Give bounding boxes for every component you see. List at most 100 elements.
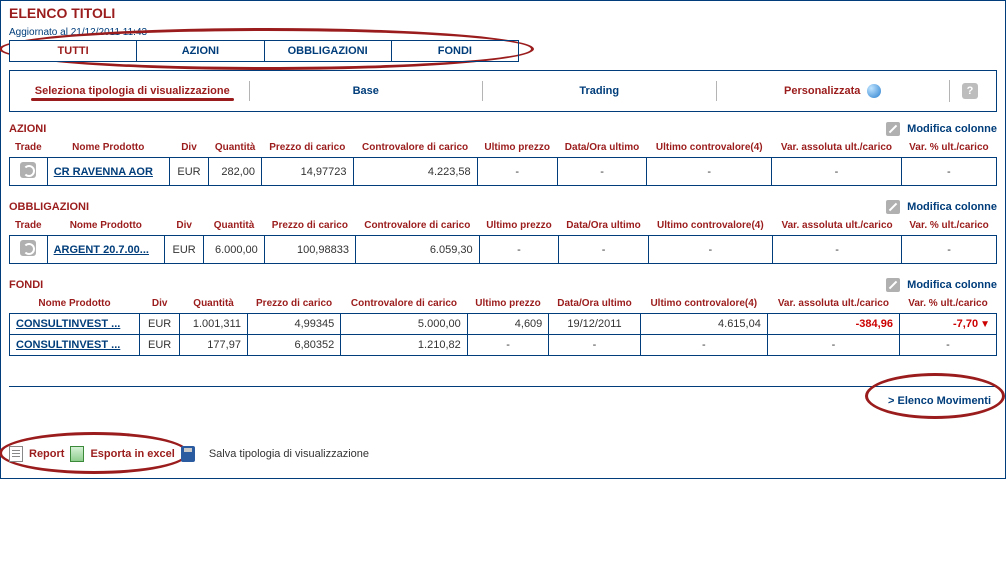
col-qta: Quantità — [209, 138, 262, 158]
cell-vabs: - — [772, 158, 902, 186]
pencil-icon — [886, 200, 900, 214]
view-type-bar: Seleziona tipologia di visualizzazione B… — [9, 70, 997, 112]
cell-cvcarico: 1.210,82 — [341, 335, 468, 356]
footer: > Elenco Movimenti Report Esporta in exc… — [9, 386, 997, 466]
col-vabs: Var. assoluta ult./carico — [772, 216, 901, 236]
col-vabs: Var. assoluta ult./carico — [772, 138, 902, 158]
modify-columns-azioni[interactable]: Modifica colonne — [886, 122, 997, 136]
cell-cvcarico: 4.223,58 — [353, 158, 477, 186]
col-ucv: Ultimo controvalore(4) — [647, 138, 772, 158]
elenco-movimenti-link[interactable]: > Elenco Movimenti — [888, 395, 991, 407]
modify-columns-label: Modifica colonne — [907, 123, 997, 135]
col-vpct: Var. % ult./carico — [902, 216, 997, 236]
cell-pcarico: 100,98833 — [264, 236, 355, 264]
section-title-fondi: FONDI — [9, 279, 43, 291]
col-dataora: Data/Ora ultimo — [549, 294, 640, 314]
cell-vabs: - — [772, 236, 901, 264]
product-link[interactable]: CONSULTINVEST ... — [10, 314, 140, 335]
modify-columns-obbligazioni[interactable]: Modifica colonne — [886, 200, 997, 214]
col-uprezzo: Ultimo prezzo — [477, 138, 557, 158]
cell-cvcarico: 6.059,30 — [355, 236, 479, 264]
cell-ucv: - — [640, 335, 767, 356]
section-title-obbligazioni: OBBLIGAZIONI — [9, 201, 89, 213]
cell-vpct: - — [899, 335, 996, 356]
product-link[interactable]: CONSULTINVEST ... — [10, 335, 140, 356]
col-cvcarico: Controvalore di carico — [355, 216, 479, 236]
cell-uprezzo: - — [467, 335, 549, 356]
excel-icon — [70, 446, 84, 462]
cell-dataora: - — [559, 236, 648, 264]
view-select-text: Seleziona tipologia di visualizzazione — [35, 85, 230, 97]
view-help[interactable]: ? — [950, 79, 990, 103]
table-row: CONSULTINVEST ... EUR 177,97 6,80352 1.2… — [10, 335, 997, 356]
col-pcarico: Prezzo di carico — [247, 294, 340, 314]
cell-uprezzo: - — [477, 158, 557, 186]
col-div: Div — [169, 138, 208, 158]
cell-ucv: - — [647, 158, 772, 186]
view-custom[interactable]: Personalizzata — [717, 80, 951, 102]
document-icon — [9, 446, 23, 462]
table-fondi: Nome Prodotto Div Quantità Prezzo di car… — [9, 294, 997, 356]
cell-div: EUR — [140, 314, 180, 335]
cell-ucv: - — [648, 236, 772, 264]
tab-azioni[interactable]: AZIONI — [137, 41, 264, 61]
cell-vabs: - — [767, 335, 899, 356]
table-obbligazioni: Trade Nome Prodotto Div Quantità Prezzo … — [9, 216, 997, 264]
col-dataora: Data/Ora ultimo — [557, 138, 647, 158]
col-ucv: Ultimo controvalore(4) — [640, 294, 767, 314]
cell-div: EUR — [165, 236, 204, 264]
view-trading[interactable]: Trading — [483, 81, 717, 101]
pencil-icon — [886, 122, 900, 136]
modify-columns-label: Modifica colonne — [907, 279, 997, 291]
export-excel-link[interactable]: Esporta in excel — [90, 448, 174, 460]
trade-cell[interactable] — [10, 236, 48, 264]
table-azioni: Trade Nome Prodotto Div Quantità Prezzo … — [9, 138, 997, 186]
table-row: ARGENT 20.7.00... EUR 6.000,00 100,98833… — [10, 236, 997, 264]
cell-vpct: - — [902, 236, 997, 264]
cell-uprezzo: - — [479, 236, 559, 264]
cell-dataora: 19/12/2011 — [549, 314, 640, 335]
cell-qta: 282,00 — [209, 158, 262, 186]
cell-vabs: -384,96 — [767, 314, 899, 335]
col-qta: Quantità — [180, 294, 248, 314]
col-cvcarico: Controvalore di carico — [353, 138, 477, 158]
timestamp: Aggiornato al 21/12/2011 11:43 — [9, 27, 997, 38]
tab-tutti[interactable]: TUTTI — [10, 41, 137, 61]
trade-icon — [20, 162, 36, 178]
modify-columns-label: Modifica colonne — [907, 201, 997, 213]
trade-icon — [20, 240, 36, 256]
cell-uprezzo: 4,609 — [467, 314, 549, 335]
tab-obbligazioni[interactable]: OBBLIGAZIONI — [265, 41, 392, 61]
cell-vpct: - — [901, 158, 996, 186]
col-ucv: Ultimo controvalore(4) — [648, 216, 772, 236]
product-link[interactable]: CR RAVENNA AOR — [47, 158, 169, 186]
col-uprezzo: Ultimo prezzo — [479, 216, 559, 236]
globe-icon — [867, 84, 881, 98]
section-title-azioni: AZIONI — [9, 123, 46, 135]
cell-dataora: - — [557, 158, 647, 186]
col-uprezzo: Ultimo prezzo — [467, 294, 549, 314]
col-div: Div — [165, 216, 204, 236]
cell-qta: 177,97 — [180, 335, 248, 356]
col-nome: Nome Prodotto — [10, 294, 140, 314]
trade-cell[interactable] — [10, 158, 48, 186]
view-base[interactable]: Base — [250, 81, 484, 101]
cell-div: EUR — [140, 335, 180, 356]
cell-pcarico: 6,80352 — [247, 335, 340, 356]
col-qta: Quantità — [204, 216, 265, 236]
col-vpct: Var. % ult./carico — [899, 294, 996, 314]
col-pcarico: Prezzo di carico — [262, 138, 354, 158]
disk-icon — [181, 446, 195, 462]
cell-dataora: - — [549, 335, 640, 356]
cell-qta: 1.001,311 — [180, 314, 248, 335]
col-nome: Nome Prodotto — [47, 138, 169, 158]
modify-columns-fondi[interactable]: Modifica colonne — [886, 278, 997, 292]
tab-fondi[interactable]: FONDI — [392, 41, 518, 61]
save-view-link[interactable]: Salva tipologia di visualizzazione — [209, 448, 369, 460]
report-link[interactable]: Report — [29, 448, 64, 460]
cell-ucv: 4.615,04 — [640, 314, 767, 335]
view-select-label[interactable]: Seleziona tipologia di visualizzazione — [16, 81, 250, 101]
product-link[interactable]: ARGENT 20.7.00... — [47, 236, 164, 264]
down-arrow-icon: ▼ — [980, 319, 990, 330]
cell-div: EUR — [169, 158, 208, 186]
